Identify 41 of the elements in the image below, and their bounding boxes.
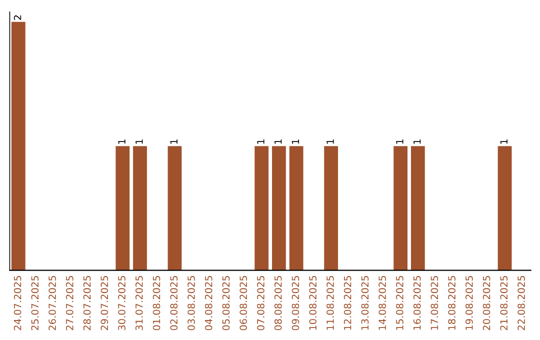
x-tick-label: 02.08.2025: [170, 276, 178, 330]
x-tick-label: 03.08.2025: [188, 276, 195, 330]
x-tick-label: 20.08.2025: [482, 276, 490, 330]
x-tick-label: 18.08.2025: [448, 276, 456, 330]
x-tick-label: 30.07.2025: [118, 276, 126, 330]
x-tick-label: 01.08.2025: [152, 276, 160, 330]
data-label: 1: [326, 140, 334, 144]
data-label: 1: [500, 140, 508, 144]
data-label: 1: [136, 140, 143, 144]
data-label: 1: [292, 140, 300, 144]
x-tick-label: 28.07.2025: [83, 276, 91, 330]
data-label: 2: [14, 15, 22, 20]
x-tick-label: 16.08.2025: [413, 276, 421, 330]
x-tick-label: 05.08.2025: [222, 276, 230, 330]
x-tick-label: 21.08.2025: [500, 276, 508, 330]
x-tick-label: 04.08.2025: [204, 276, 212, 330]
data-label: 1: [396, 140, 404, 144]
x-tick-label: 22.08.2025: [518, 276, 525, 330]
data-label: 1: [170, 140, 178, 144]
x-tick-label: 24.07.2025: [14, 276, 22, 330]
x-tick-label: 09.08.2025: [292, 276, 300, 330]
x-tick-label: 08.08.2025: [274, 276, 282, 330]
x-tick-label: 25.07.2025: [31, 276, 39, 330]
x-tick-label: 07.08.2025: [257, 276, 264, 330]
data-label: 1: [414, 140, 421, 144]
data-label: 1: [118, 140, 126, 144]
x-tick-label: 31.07.2025: [135, 276, 143, 330]
x-tick-label: 13.08.2025: [361, 276, 369, 330]
x-tick-label: 06.08.2025: [240, 276, 248, 330]
data-label: 1: [274, 140, 282, 144]
x-tick-label: 11.08.2025: [326, 276, 334, 330]
x-tick-label: 17.08.2025: [430, 276, 438, 330]
x-tick-label: 15.08.2025: [396, 276, 404, 330]
data-label: 1: [257, 140, 264, 144]
x-tick-label: 10.08.2025: [309, 276, 317, 330]
x-tick-label: 12.08.2025: [344, 276, 352, 330]
x-tick-label: 27.07.2025: [66, 276, 74, 330]
x-tick-label: 29.07.2025: [100, 276, 108, 330]
x-tick-label: 26.07.2025: [48, 276, 56, 330]
x-tick-label: 19.08.2025: [465, 276, 473, 330]
x-tick-label: 14.08.2025: [378, 276, 386, 330]
